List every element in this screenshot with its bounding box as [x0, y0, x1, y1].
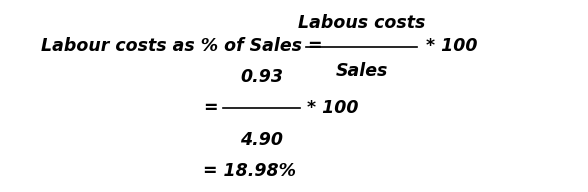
- Text: 0.93: 0.93: [240, 68, 283, 86]
- Text: * 100: * 100: [307, 98, 359, 117]
- Text: Sales: Sales: [335, 62, 388, 80]
- Text: = 18.98%: = 18.98%: [203, 162, 296, 180]
- Text: * 100: * 100: [426, 37, 478, 55]
- Text: Labous costs: Labous costs: [298, 14, 425, 32]
- Text: Labour costs as % of Sales =: Labour costs as % of Sales =: [41, 37, 329, 55]
- Text: 4.90: 4.90: [240, 131, 283, 149]
- Text: =: =: [203, 98, 218, 117]
